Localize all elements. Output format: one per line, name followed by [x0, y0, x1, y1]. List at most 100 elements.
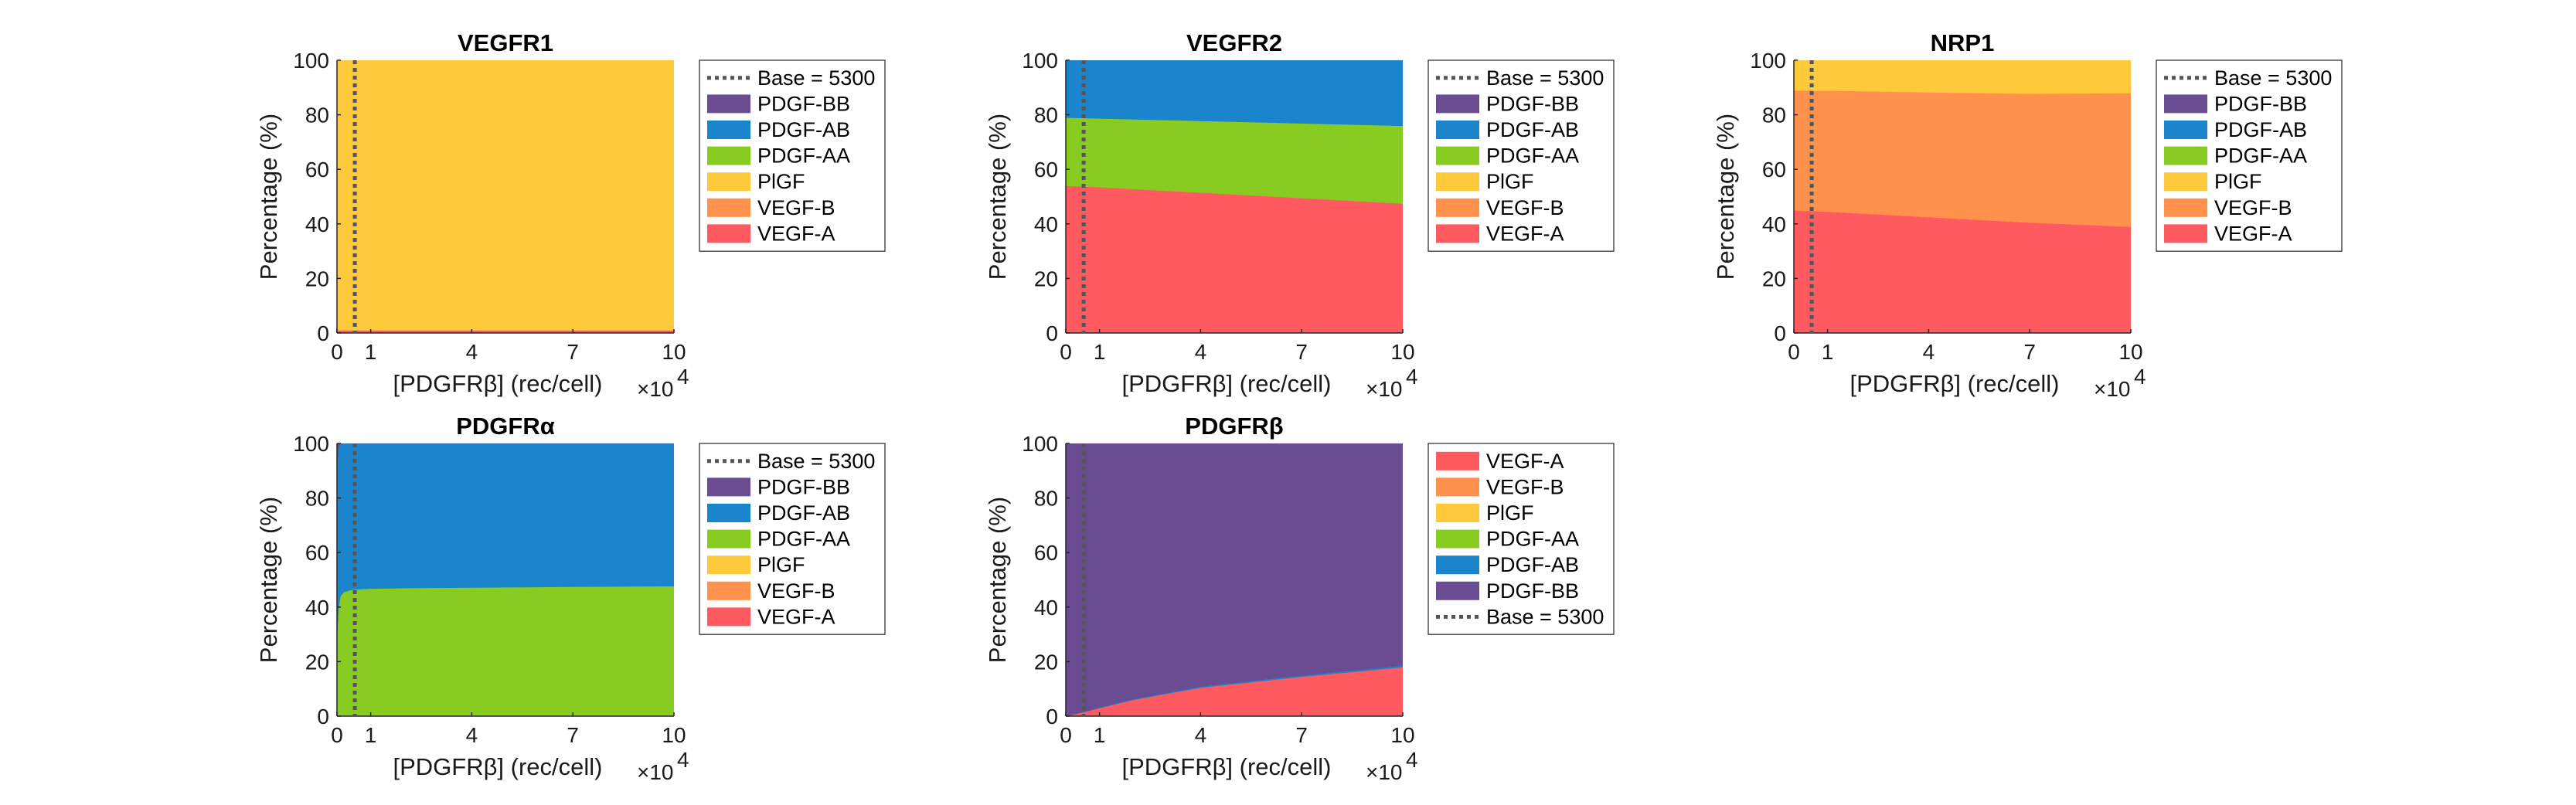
legend-swatch-vegf-a [707, 224, 750, 243]
y-tick-label: 80 [1762, 104, 1786, 127]
legend-swatch-vegf-b [1436, 477, 1479, 497]
legend-swatch-pdgf-bb [1436, 581, 1479, 600]
legend-label-pdgf-bb: PDGF-BB [757, 475, 850, 498]
x-tick-label: 1 [365, 723, 377, 747]
legend-swatch-vegf-b [707, 581, 750, 600]
legend-label-baseline: Base = 5300 [757, 66, 875, 90]
legend-swatch-pdgf-aa [707, 529, 750, 549]
x-axis-exponent: 4 [677, 365, 689, 389]
y-tick-label: 80 [1034, 487, 1058, 511]
area-pdgf-aa [337, 586, 674, 716]
x-axis-label: [PDGFRβ] (rec/cell) [1121, 370, 1331, 397]
y-tick-label: 100 [293, 432, 329, 456]
legend-label-pdgf-aa: PDGF-AA [757, 528, 850, 551]
x-tick-label: 7 [1295, 723, 1308, 747]
x-axis-multiplier: ×10 [2094, 377, 2131, 401]
y-tick-label: 20 [305, 267, 329, 290]
x-tick-label: 10 [1390, 723, 1414, 747]
legend-label-plgf: PlGF [1486, 170, 1534, 193]
x-axis-multiplier: ×10 [637, 760, 674, 784]
y-tick-label: 40 [1034, 212, 1058, 236]
y-axis-label: Percentage (%) [984, 114, 1011, 280]
x-axis-label: [PDGFRβ] (rec/cell) [393, 370, 602, 397]
x-tick-label: 7 [567, 723, 579, 747]
stacked-areas [1794, 60, 2131, 333]
y-axis-label: Percentage (%) [1712, 114, 1739, 280]
y-tick-label: 40 [1034, 596, 1058, 620]
x-tick-label: 10 [1390, 340, 1414, 364]
legend-label-pdgf-bb: PDGF-BB [1486, 579, 1579, 603]
legend-label-pdgf-aa: PDGF-AA [757, 144, 850, 168]
y-tick-label: 0 [1046, 321, 1058, 345]
legend-label-pdgf-aa: PDGF-AA [2214, 144, 2307, 168]
area-plgf [337, 60, 674, 331]
legend-label-baseline: Base = 5300 [1486, 66, 1604, 90]
legend-swatch-vegf-b [1436, 198, 1479, 217]
y-tick-label: 80 [305, 487, 329, 511]
legend-swatch-pdgf-ab [1436, 121, 1479, 139]
chart-title: PDGFRα [456, 413, 555, 440]
stacked-areas [1066, 443, 1403, 716]
x-axis-label: [PDGFRβ] (rec/cell) [1849, 370, 2059, 397]
area-pdgf-ab [337, 443, 674, 635]
legend-swatch-plgf [707, 555, 750, 575]
x-axis-multiplier: ×10 [1366, 760, 1403, 784]
legend-label-pdgf-aa: PDGF-AA [1486, 528, 1579, 551]
x-tick-label: 4 [466, 723, 478, 747]
legend-label-pdgf-bb: PDGF-BB [1486, 92, 1579, 115]
x-tick-label: 7 [2023, 340, 2036, 364]
legend-label-pdgf-ab: PDGF-AB [1486, 118, 1579, 141]
legend-label-baseline: Base = 5300 [1486, 605, 1604, 628]
chart-title: VEGFR1 [458, 29, 553, 56]
legend-label-vegf-a: VEGF-A [1486, 222, 1564, 245]
legend-label-pdgf-bb: PDGF-BB [757, 92, 850, 115]
y-tick-label: 60 [305, 541, 329, 565]
y-tick-label: 0 [317, 321, 329, 345]
x-tick-label: 1 [365, 340, 377, 364]
stacked-areas [337, 443, 674, 716]
y-tick-label: 60 [1034, 541, 1058, 565]
area-vegf-b [1794, 90, 2131, 227]
y-tick-label: 20 [1762, 267, 1786, 290]
legend-label-vegf-a: VEGF-A [757, 222, 835, 245]
legend-label-plgf: PlGF [2214, 170, 2262, 193]
legend-label-vegf-a: VEGF-A [2214, 222, 2292, 245]
legend-swatch-pdgf-aa [1436, 146, 1479, 165]
y-tick-label: 100 [1750, 49, 1786, 73]
legend-swatch-plgf [1436, 172, 1479, 192]
legend-swatch-plgf [1436, 504, 1479, 522]
x-tick-label: 1 [1094, 723, 1106, 747]
y-tick-label: 20 [1034, 650, 1058, 674]
legend-swatch-pdgf-aa [2164, 146, 2207, 165]
legend-swatch-vegf-b [2164, 198, 2207, 217]
y-tick-label: 40 [1762, 212, 1786, 236]
legend-box [1428, 59, 1615, 252]
y-tick-label: 40 [305, 212, 329, 236]
x-tick-label: 4 [1195, 723, 1207, 747]
legend-swatch-pdgf-aa [1436, 529, 1479, 549]
chart-title: NRP1 [1931, 29, 1995, 56]
x-tick-label: 0 [331, 723, 343, 747]
y-tick-label: 40 [305, 596, 329, 620]
y-axis-label: Percentage (%) [255, 114, 282, 280]
y-tick-label: 100 [293, 49, 329, 73]
area-pdgf-bb [337, 443, 674, 466]
x-tick-label: 4 [1195, 340, 1207, 364]
x-axis-multiplier: ×10 [637, 377, 674, 401]
legend-label-vegf-b: VEGF-B [1486, 196, 1564, 219]
area-pdgf-bb [1066, 443, 1403, 716]
legend-label-pdgf-ab: PDGF-AB [757, 118, 850, 141]
legend-label-plgf: PlGF [1486, 501, 1534, 525]
y-tick-label: 60 [305, 158, 329, 182]
legend-label-baseline: Base = 5300 [757, 450, 875, 473]
y-tick-label: 0 [1774, 321, 1786, 345]
legend-label-vegf-b: VEGF-B [2214, 196, 2292, 219]
legend-label-pdgf-ab: PDGF-AB [2214, 118, 2307, 141]
x-tick-label: 0 [1788, 340, 1800, 364]
